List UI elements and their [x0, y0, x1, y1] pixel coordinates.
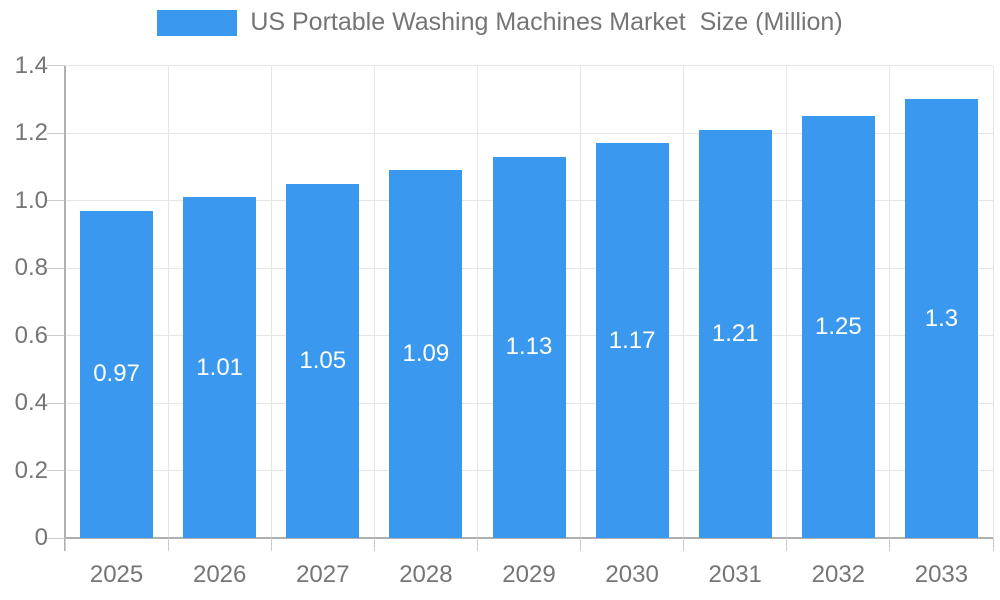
x-axis-tick	[373, 538, 375, 551]
x-tick-label: 2029	[502, 561, 556, 588]
y-tick-label: 0	[34, 524, 48, 551]
x-tick-label: 2031	[708, 561, 762, 588]
bar-value-label: 1.01	[196, 353, 244, 381]
y-tick-label: 0.2	[14, 456, 48, 484]
x-tick-label: 2030	[605, 561, 659, 588]
y-tick-label: 1.4	[14, 51, 48, 79]
y-axis-line	[64, 65, 66, 551]
y-axis-tick	[47, 537, 65, 539]
bar[interactable]	[698, 129, 772, 538]
bar[interactable]	[389, 170, 463, 538]
h-gridline	[65, 65, 993, 66]
x-axis-tick	[476, 538, 478, 551]
legend[interactable]: US Portable Washing Machines Market Size…	[0, 8, 1000, 37]
x-tick-label: 2026	[192, 561, 247, 588]
y-tick-label: 0.8	[14, 254, 48, 281]
x-tick-label: 2033	[914, 561, 969, 588]
y-tick-label: 0.4	[14, 389, 48, 416]
x-axis-tick	[992, 538, 994, 551]
bar[interactable]	[80, 210, 154, 538]
legend-series-label: US Portable Washing Machines Market Size…	[250, 8, 843, 36]
v-gridline	[167, 65, 169, 538]
v-gridline	[889, 65, 891, 538]
y-axis-tick	[47, 267, 65, 269]
y-tick-label: 0.6	[14, 321, 48, 349]
bar[interactable]	[286, 183, 360, 538]
x-axis-tick	[270, 538, 272, 551]
x-axis-tick	[167, 538, 169, 551]
y-axis-tick	[47, 200, 65, 201]
bar-value-label: 1.09	[402, 340, 450, 368]
y-axis-tick	[47, 470, 65, 471]
x-tick-label: 2025	[89, 561, 144, 588]
bar[interactable]	[904, 99, 978, 538]
x-tick-label: 2027	[296, 561, 350, 588]
bar-value-label: 1.25	[814, 313, 862, 341]
y-axis-tick	[47, 335, 65, 336]
x-axis-tick	[889, 538, 891, 551]
bar[interactable]	[595, 143, 669, 538]
bar[interactable]	[492, 156, 566, 538]
x-tick-label: 2032	[811, 561, 866, 588]
v-gridline	[270, 65, 272, 538]
x-axis-tick	[580, 538, 582, 551]
bar-value-label: 1.13	[505, 333, 553, 361]
y-axis-tick	[47, 402, 65, 404]
bar-value-label: 0.97	[93, 360, 140, 388]
y-tick-label: 1.2	[14, 119, 48, 146]
v-gridline	[373, 65, 375, 538]
y-axis-tick	[47, 65, 65, 66]
x-axis-tick	[786, 538, 788, 551]
x-axis-line	[65, 537, 993, 539]
bar[interactable]	[801, 116, 875, 538]
bar[interactable]	[183, 197, 257, 538]
bar-value-label: 1.21	[711, 319, 759, 347]
x-tick-label: 2028	[399, 561, 453, 588]
x-axis-tick	[683, 538, 685, 551]
x-axis-tick	[64, 538, 66, 551]
y-tick-label: 1.0	[14, 186, 48, 214]
y-axis-tick	[47, 132, 65, 134]
v-gridline	[992, 65, 994, 538]
bar-value-label: 1.17	[608, 326, 656, 354]
bar-value-label: 1.3	[924, 304, 959, 332]
legend-swatch-icon	[157, 9, 238, 36]
bar-value-label: 1.05	[299, 346, 347, 374]
v-gridline	[786, 65, 788, 538]
v-gridline	[580, 65, 582, 538]
h-gridline	[65, 132, 993, 134]
v-gridline	[476, 65, 478, 538]
v-gridline	[683, 65, 685, 538]
